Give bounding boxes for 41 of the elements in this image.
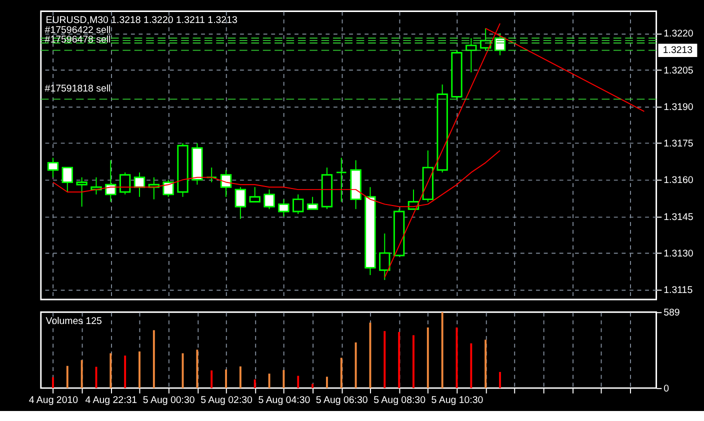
candlestick: [76, 176, 88, 208]
chart-title: Volumes 125: [46, 316, 102, 327]
x-tick-label: 5 Aug 00:30: [142, 395, 196, 406]
y-tick-label: 1.3205: [664, 65, 694, 76]
chart-title: EURUSD,M30 1.3218 1.3220 1.3211 1.3213: [46, 14, 238, 26]
text: 1.3213: [662, 45, 693, 56]
candlestick: [105, 160, 116, 202]
candlestick: [336, 157, 347, 202]
candlestick: [62, 166, 73, 192]
candlestick: [292, 194, 304, 214]
candlestick: [466, 38, 477, 73]
candlestick: [162, 179, 174, 198]
ref-line-label: #17596422 sell: [44, 24, 111, 36]
x-tick-label: 5 Aug 08:30: [374, 395, 426, 406]
candlestick: [264, 189, 275, 210]
y-tick-label: 0: [664, 383, 670, 394]
candlestick: [249, 186, 260, 202]
candlestick: [306, 196, 318, 210]
candlestick: [379, 233, 390, 280]
candlestick: [220, 170, 232, 198]
x-tick-label: 5 Aug 10:30: [431, 395, 484, 406]
y-tick-label: 1.3130: [664, 248, 694, 260]
candlestick: [234, 186, 246, 220]
y-tick-label: 1.3115: [664, 285, 693, 296]
ref-line-label: #17591818 sell: [44, 83, 111, 94]
x-tick-label: 5 Aug 06:30: [316, 395, 368, 406]
x-tick-label: 5 Aug 02:30: [200, 395, 254, 406]
y-tick-label: 1.3145: [664, 212, 694, 223]
y-tick-label: 589: [664, 308, 680, 319]
y-tick-label: 1.3175: [664, 138, 694, 150]
candlestick: [278, 198, 290, 217]
x-tick-label: 4 Aug 22:31: [85, 395, 138, 406]
candlestick: [119, 172, 131, 195]
candlestick: [47, 157, 59, 178]
x-tick-label: 4 Aug 2010: [28, 395, 79, 406]
y-tick-label: 1.3220: [664, 28, 694, 40]
y-tick-label: 1.3160: [664, 175, 694, 186]
candlestick: [134, 172, 146, 198]
y-tick-label: 1.3190: [664, 102, 694, 113]
x-tick-label: 5 Aug 04:30: [258, 395, 311, 406]
candlestick: [206, 167, 218, 183]
